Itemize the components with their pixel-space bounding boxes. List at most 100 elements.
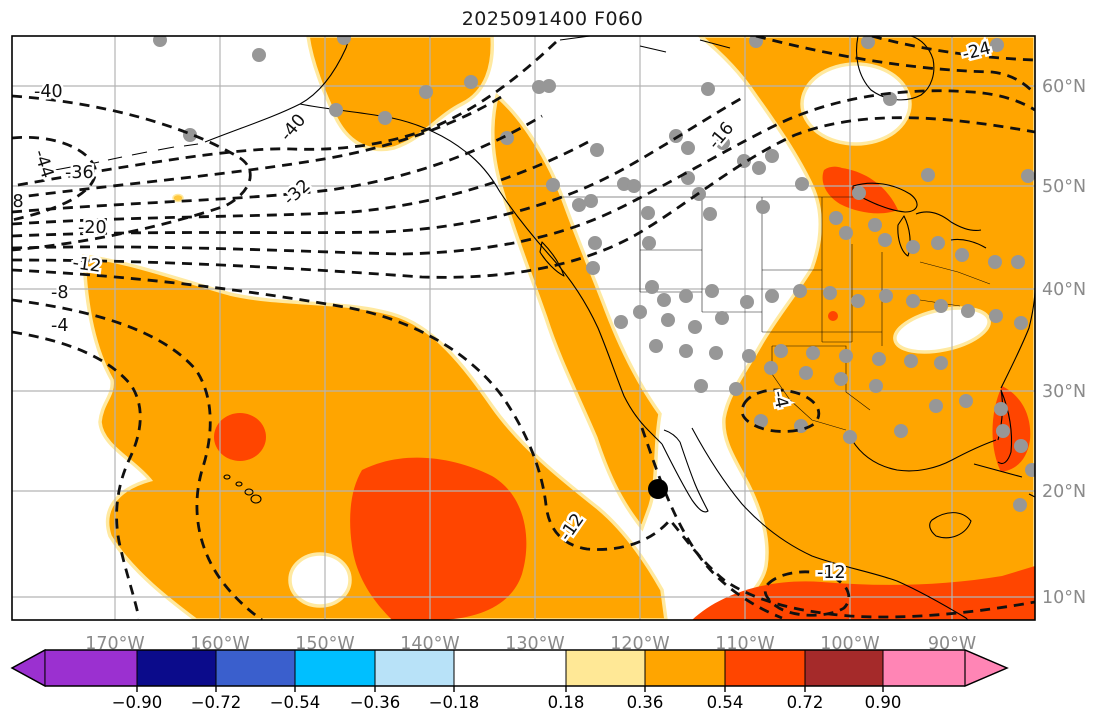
contour-label: -12 <box>71 253 102 277</box>
station-dot <box>716 136 730 150</box>
contour-line <box>12 96 743 238</box>
state-border <box>639 197 883 346</box>
contour-line <box>740 388 821 433</box>
station-dot <box>709 346 723 360</box>
colorbar-segment <box>374 649 455 687</box>
contour-line <box>12 135 97 222</box>
station-dot <box>153 36 167 47</box>
station-dot <box>883 92 897 106</box>
station-dot <box>955 248 969 262</box>
colorbar-arrow-left <box>10 648 46 688</box>
x-tick-label: 90°W <box>928 634 976 654</box>
contour-line <box>871 36 1035 62</box>
station-dot <box>872 352 886 366</box>
contour-line <box>763 570 851 617</box>
station-dot <box>572 198 586 212</box>
station-dot <box>688 320 702 334</box>
colorbar-tick-label: −0.72 <box>191 693 242 712</box>
station-dot <box>679 344 693 358</box>
contour-label: -12 <box>817 563 846 583</box>
station-dot <box>661 313 675 327</box>
x-tick-label: 120°W <box>610 634 669 654</box>
station-dot <box>756 200 770 214</box>
contour-label: -40 <box>34 82 63 102</box>
shaded-region-orange <box>697 36 1035 620</box>
station-dot <box>657 293 671 307</box>
station-dot <box>894 424 908 438</box>
coastline <box>973 463 1035 498</box>
station-dot <box>934 356 948 370</box>
station-dot <box>1011 255 1025 269</box>
colorbar: −0.90 −0.72 −0.54 −0.36 −0.18 0.18 0.36 0.54 0.7… <box>10 648 1009 712</box>
x-tick-label: 140°W <box>400 634 459 654</box>
station-dot <box>795 177 809 191</box>
coastline <box>204 36 351 143</box>
colorbar-segment <box>882 649 966 687</box>
station-dot <box>765 289 779 303</box>
shaded-region-orange <box>306 36 495 152</box>
station-dot <box>669 129 683 143</box>
station-dot <box>588 236 602 250</box>
station-dot <box>843 430 857 444</box>
station-dot <box>705 284 719 298</box>
station-dot <box>1014 439 1028 453</box>
station-dot <box>378 111 392 125</box>
colorbar-outline <box>10 649 1009 687</box>
contour-line <box>12 92 507 200</box>
station-dot <box>419 85 433 99</box>
station-dot <box>703 207 717 221</box>
station-dot <box>729 382 743 396</box>
coastline <box>539 241 565 277</box>
shaded-region-red <box>350 457 527 620</box>
station-dot <box>869 379 883 393</box>
colorbar-segment <box>724 649 806 687</box>
coastline <box>897 215 911 257</box>
station-dot <box>929 399 943 413</box>
station-dot <box>337 36 351 45</box>
station-dot <box>715 311 729 325</box>
state-border <box>640 249 882 343</box>
colorbar-tick-label: −0.18 <box>429 693 480 712</box>
x-tick-label: 160°W <box>190 634 249 654</box>
coastline <box>915 211 987 249</box>
y-tick-label: 50°N <box>1042 177 1086 197</box>
station-dot <box>868 218 882 232</box>
station-dot <box>799 366 813 380</box>
station-dot <box>642 236 656 250</box>
contour-line <box>12 330 142 619</box>
shaded-region-red <box>828 311 838 321</box>
colorbar-segment <box>453 649 567 687</box>
contour-label: -28 <box>0 192 24 212</box>
y-tick-label: 60°N <box>1042 77 1086 97</box>
station-dot <box>764 361 778 375</box>
contour-line <box>12 40 557 188</box>
map-frame <box>11 35 1036 621</box>
station-dot <box>990 38 1004 52</box>
highlight-point <box>648 479 668 499</box>
station-dot <box>1021 169 1035 183</box>
station-dot <box>988 255 1002 269</box>
station-dot <box>329 103 343 117</box>
station-dot <box>464 75 478 89</box>
station-dot <box>584 194 598 208</box>
station-dot <box>996 424 1010 438</box>
y-tick-label: 10°N <box>1042 588 1086 608</box>
station-dot <box>829 211 843 225</box>
contour-line <box>12 114 543 214</box>
station-dot <box>852 186 866 200</box>
station-dot <box>532 80 546 94</box>
colorbar-arrow-right <box>964 649 1009 687</box>
colorbar-tick-label: 0.90 <box>865 693 902 712</box>
station-dot <box>1013 498 1027 512</box>
colorbar-tick-label: −0.54 <box>270 693 321 712</box>
contour-label: -20 <box>78 218 107 238</box>
station-dot <box>931 236 945 250</box>
station-dot <box>586 261 600 275</box>
station-dot <box>614 315 628 329</box>
station-dot <box>994 402 1008 416</box>
station-dot <box>989 309 1003 323</box>
station-dot <box>861 36 875 49</box>
coastline <box>223 474 262 504</box>
